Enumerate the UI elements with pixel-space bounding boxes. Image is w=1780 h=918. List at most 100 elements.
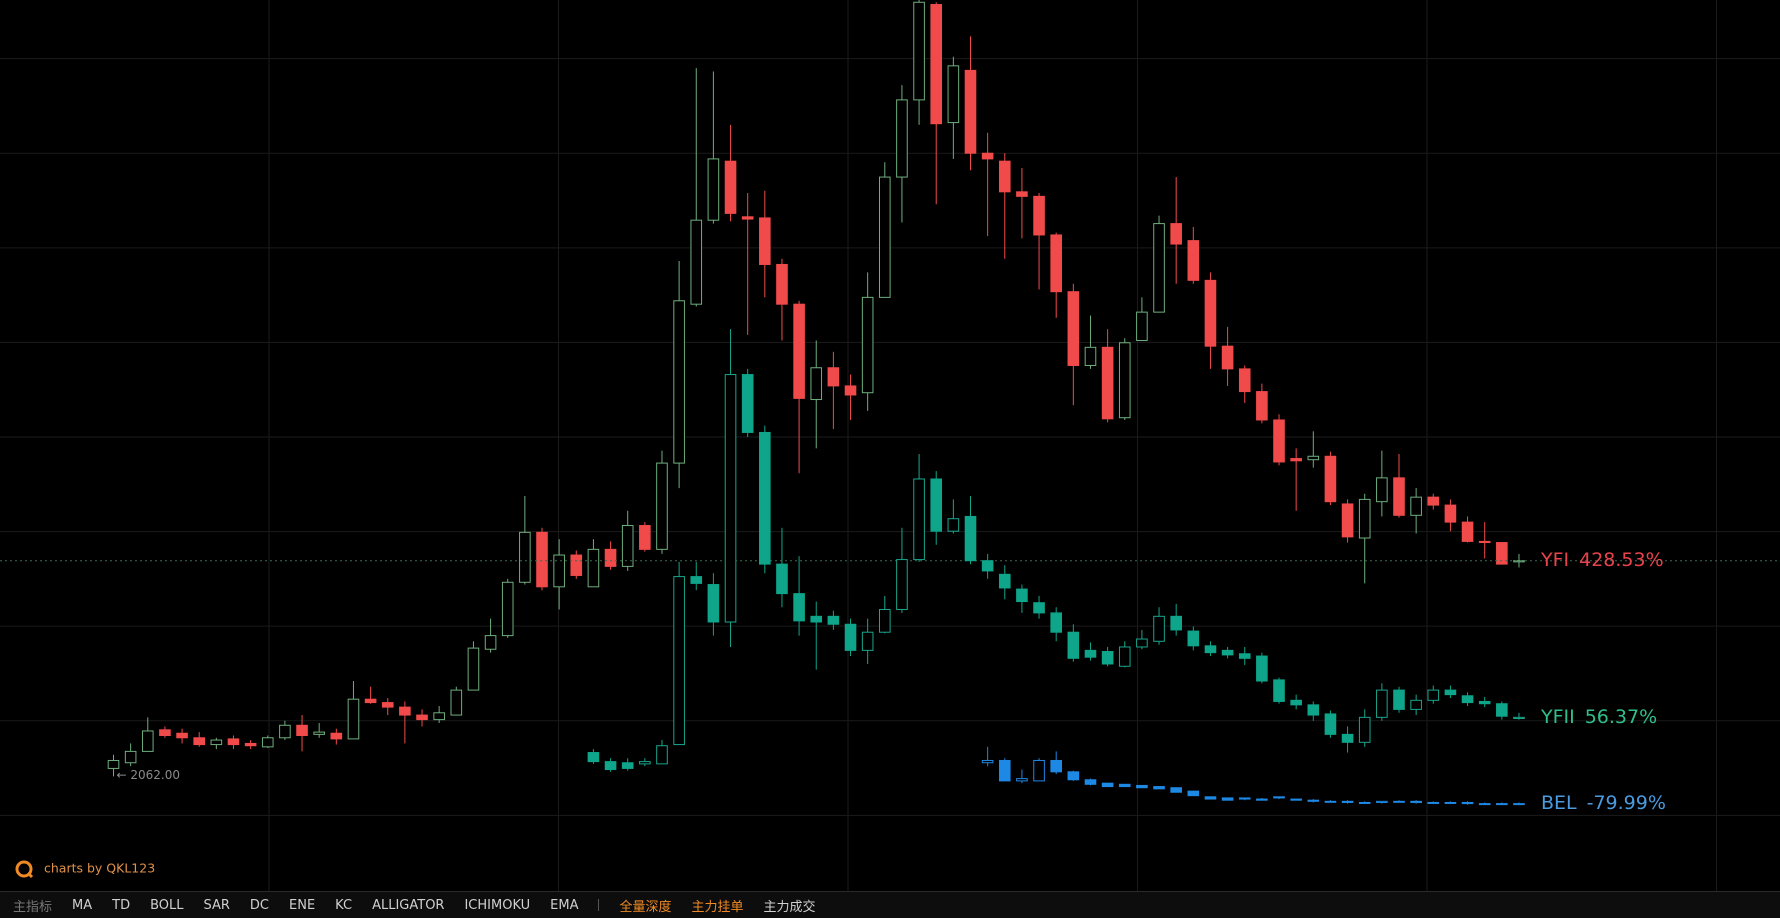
candle-body: [793, 593, 805, 622]
series-change: 56.37%: [1585, 706, 1657, 728]
candle-body: [1461, 801, 1474, 805]
candle-body: [861, 631, 874, 651]
candle-body: [741, 216, 754, 220]
candle-body: [827, 367, 840, 387]
candle-body: [981, 152, 994, 160]
candle-body: [587, 752, 600, 763]
watermark-logo: [15, 860, 33, 878]
candle-body: [1513, 560, 1525, 563]
watermark-text: charts by QKL123: [44, 861, 155, 876]
indicator-button[interactable]: ICHIMOKU: [464, 897, 531, 913]
candle-body: [1256, 655, 1268, 682]
candle-body: [1376, 477, 1388, 503]
candle-body: [1273, 796, 1285, 799]
candle-body: [690, 219, 703, 305]
candle-body: [1136, 638, 1148, 648]
indicator-button[interactable]: ALLIGATOR: [372, 897, 445, 913]
candle-body: [159, 729, 171, 737]
candle-body: [621, 762, 634, 769]
candle-body: [913, 1, 925, 101]
candle-body: [1478, 700, 1491, 705]
tool-button[interactable]: 主力挂单: [691, 899, 744, 915]
candle-body: [1496, 542, 1508, 565]
candle-body: [536, 531, 548, 588]
indicator-button[interactable]: ENE: [289, 897, 316, 913]
candle-body: [1170, 615, 1182, 631]
candle-body: [673, 576, 685, 746]
candle-body: [1513, 803, 1525, 806]
candle-body: [1478, 803, 1491, 806]
candle-body: [964, 69, 977, 154]
candle-body: [501, 581, 514, 637]
candle-body: [998, 573, 1011, 589]
candle-body: [639, 761, 651, 765]
candle-body: [639, 525, 651, 550]
candle-body: [1324, 713, 1337, 735]
candle-body: [210, 739, 223, 746]
indicator-button[interactable]: DC: [249, 897, 270, 913]
candle-body: [1238, 797, 1251, 800]
candle-body: [1324, 800, 1337, 803]
candle-body: [930, 4, 943, 125]
tool-button[interactable]: 主力成交: [763, 899, 816, 915]
candle-body: [1341, 800, 1354, 803]
candle-body: [484, 635, 497, 650]
indicator-button[interactable]: TD: [112, 897, 131, 913]
candle-body: [1273, 419, 1285, 463]
candle-body: [1016, 191, 1028, 197]
candle-body: [296, 724, 308, 737]
candle-body: [553, 554, 565, 588]
candle-body: [1376, 800, 1388, 803]
candle-body: [1153, 223, 1165, 313]
candle-body: [1067, 771, 1080, 781]
candle-body: [827, 615, 840, 625]
candle-body: [261, 737, 274, 748]
candle-body: [1290, 798, 1302, 801]
candle-body: [1118, 342, 1131, 419]
candle-body: [141, 730, 154, 752]
candle-body: [1256, 391, 1268, 421]
indicator-button[interactable]: EMA: [550, 897, 579, 913]
candle-body: [1221, 797, 1234, 801]
indicator-button[interactable]: MA: [72, 897, 93, 913]
candle-body: [759, 431, 771, 565]
candle-body: [227, 738, 240, 746]
candle-body: [1410, 496, 1422, 516]
candle-body: [1393, 689, 1405, 710]
candle-body: [690, 576, 703, 584]
candle-body: [947, 518, 960, 532]
candle-body: [244, 742, 257, 747]
candle-body: [1513, 716, 1525, 719]
indicator-button[interactable]: BOLL: [150, 897, 184, 913]
candle-body: [1033, 602, 1045, 614]
candle-body: [1238, 368, 1251, 393]
candle-body: [1256, 798, 1268, 801]
candle-body: [621, 525, 634, 567]
candle-body: [896, 99, 908, 178]
indicator-button[interactable]: SAR: [203, 897, 230, 913]
candle-body: [1427, 496, 1440, 506]
watermark-logo: [26, 871, 34, 879]
series-change: 428.53%: [1579, 549, 1664, 571]
candle-body: [896, 559, 908, 611]
candle-body: [981, 759, 994, 764]
candle-body: [604, 761, 617, 771]
candle-body: [759, 217, 771, 265]
candle-body: [450, 689, 463, 716]
candle-body: [1341, 733, 1354, 743]
candle-body: [1307, 455, 1320, 461]
candle-body: [1033, 195, 1045, 236]
tool-button[interactable]: 全量深度: [619, 899, 672, 915]
candle-body: [519, 531, 531, 583]
candle-body: [1067, 291, 1080, 366]
candle-body: [1016, 588, 1028, 603]
indicator-button[interactable]: KC: [335, 897, 353, 913]
candle-body: [1170, 787, 1182, 793]
candle-body: [1050, 234, 1063, 293]
candle-body: [124, 750, 137, 764]
candle-body: [844, 385, 857, 396]
candle-body: [1290, 699, 1302, 706]
candle-body: [1101, 782, 1114, 788]
candle-body: [861, 296, 874, 394]
